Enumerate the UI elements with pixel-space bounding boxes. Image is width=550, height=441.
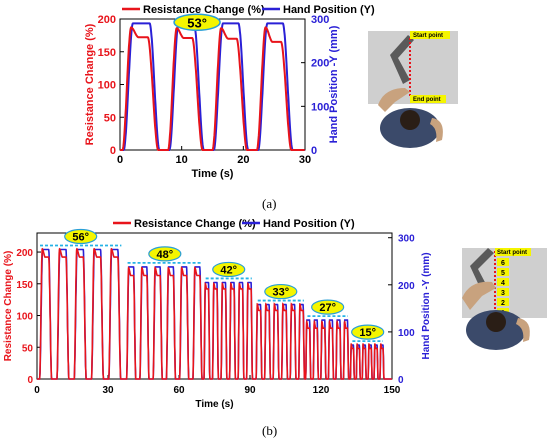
y-right-tick-label-a: 0 xyxy=(311,145,317,157)
angle-badge-label-a: 53° xyxy=(187,15,207,30)
angle-badge-label-b-5: 15° xyxy=(359,327,376,339)
end-label-bg-a xyxy=(410,95,446,103)
start-point-label-b: Start point xyxy=(497,250,527,256)
y-left-tick-label-a: 0 xyxy=(110,145,116,157)
y-left-tick-label-a: 150 xyxy=(98,47,116,59)
series-resistance-b xyxy=(37,247,392,380)
forearm-icon-b xyxy=(462,281,496,310)
angle-badge-b-3 xyxy=(264,283,298,300)
x-axis-label-b: Time (s) xyxy=(195,399,233,410)
step-label-2: 4 xyxy=(501,280,505,287)
y-right-tick-label-b: 200 xyxy=(398,281,415,292)
y-left-tick-label-b: 200 xyxy=(16,248,33,259)
y-right-tick-label-a: 300 xyxy=(311,14,329,26)
x-tick-label-a: 30 xyxy=(299,154,311,166)
series-resistance-a xyxy=(120,26,305,151)
robot-arm-icon-b xyxy=(470,248,494,292)
table-surface-a xyxy=(368,31,458,104)
y-left-tick-label-b: 150 xyxy=(16,280,33,291)
caption-a: (a) xyxy=(262,196,277,211)
angle-badge-b-5 xyxy=(351,324,385,340)
y-left-axis-label-a: Resistance Change (%) xyxy=(84,23,96,145)
figure-a: Resistance Change (%) Hand Position (Y) 0 5… xyxy=(84,4,458,180)
angle-badge-b-2 xyxy=(212,261,246,278)
angle-badge-label-b-1: 48° xyxy=(157,249,174,261)
step-label-bg-3 xyxy=(497,288,509,296)
y-left-tick-label-b: 50 xyxy=(22,343,34,354)
step-label-bg-1 xyxy=(497,268,509,276)
x-tick-label-b: 90 xyxy=(244,385,256,396)
angle-badge-label-b-4: 27° xyxy=(319,302,336,314)
y-left-tick-label-a: 200 xyxy=(98,14,116,26)
y-right-tick-label-a: 100 xyxy=(311,101,329,113)
x-tick-label-a: 0 xyxy=(117,154,123,166)
robot-arm-icon xyxy=(390,35,414,84)
legend-label-resistance-b: Resistance Change (%) xyxy=(134,218,256,230)
y-left-tick-label-b: 100 xyxy=(16,312,33,323)
angle-badge-b-1 xyxy=(148,246,182,262)
y-right-tick-label-b: 300 xyxy=(398,234,415,245)
arm-illustration-a: Start point End point xyxy=(368,31,458,148)
y-left-axis-label-b: Resistance Change (%) xyxy=(3,251,14,362)
legend-label-hand-b: Hand Position (Y) xyxy=(263,218,355,230)
end-point-label-a: End point xyxy=(413,97,441,103)
angle-badge-b-4 xyxy=(311,299,345,315)
step-label-bg-0 xyxy=(497,258,509,266)
other-arm-icon-b xyxy=(516,318,530,342)
head-icon-a xyxy=(400,110,420,130)
legend-label-resistance: Resistance Change (%) xyxy=(143,4,265,16)
step-label-0: 6 xyxy=(501,260,505,267)
y-left-tick-label-a: 50 xyxy=(104,112,116,124)
forearm-icon-a xyxy=(378,88,410,112)
y-left-tick-label-b: 0 xyxy=(27,375,33,386)
x-tick-label-b: 60 xyxy=(173,385,185,396)
start-label-bg-a xyxy=(410,31,450,39)
x-tick-label-a: 10 xyxy=(176,154,188,166)
step-label-bg-4 xyxy=(497,298,509,306)
x-tick-label-b: 150 xyxy=(384,385,401,396)
plot-frame-b xyxy=(36,232,393,380)
angle-badge-a xyxy=(173,13,221,32)
x-axis-label-a: Time (s) xyxy=(192,168,234,180)
head-icon-b xyxy=(486,312,506,332)
figure-b: Resistance Change (%) Hand Position (Y) 0 5… xyxy=(3,218,547,410)
step-label-1: 5 xyxy=(501,270,505,277)
step-label-4: 2 xyxy=(501,300,505,307)
y-left-tick-label-a: 100 xyxy=(98,80,116,92)
angle-badge-label-b-2: 42° xyxy=(220,264,237,276)
x-tick-label-b: 120 xyxy=(313,385,330,396)
x-tick-label-b: 0 xyxy=(34,385,40,396)
angle-badge-label-b-3: 33° xyxy=(272,287,289,299)
x-tick-label-a: 20 xyxy=(237,154,249,166)
start-label-bg-b xyxy=(495,248,531,256)
y-right-tick-label-b: 100 xyxy=(398,328,415,339)
arm-illustration-b: Start point654321 xyxy=(462,248,547,350)
legend-label-hand: Hand Position (Y) xyxy=(283,4,375,16)
angle-badge-b-0 xyxy=(64,228,98,245)
start-point-label-a: Start point xyxy=(413,33,443,39)
y-right-tick-label-b: 0 xyxy=(398,375,404,386)
caption-b: (b) xyxy=(262,423,278,438)
angle-badge-label-b-0: 56° xyxy=(72,231,89,243)
y-right-tick-label-a: 200 xyxy=(311,58,329,70)
y-right-axis-label-a: Hand Position -Y (mm) xyxy=(328,25,340,143)
step-label-bg-2 xyxy=(497,278,509,286)
step-label-3: 3 xyxy=(501,290,505,297)
x-tick-label-b: 30 xyxy=(102,385,114,396)
y-right-axis-label-b: Hand Position -Y (mm) xyxy=(421,252,432,359)
other-arm-icon-a xyxy=(430,118,443,142)
